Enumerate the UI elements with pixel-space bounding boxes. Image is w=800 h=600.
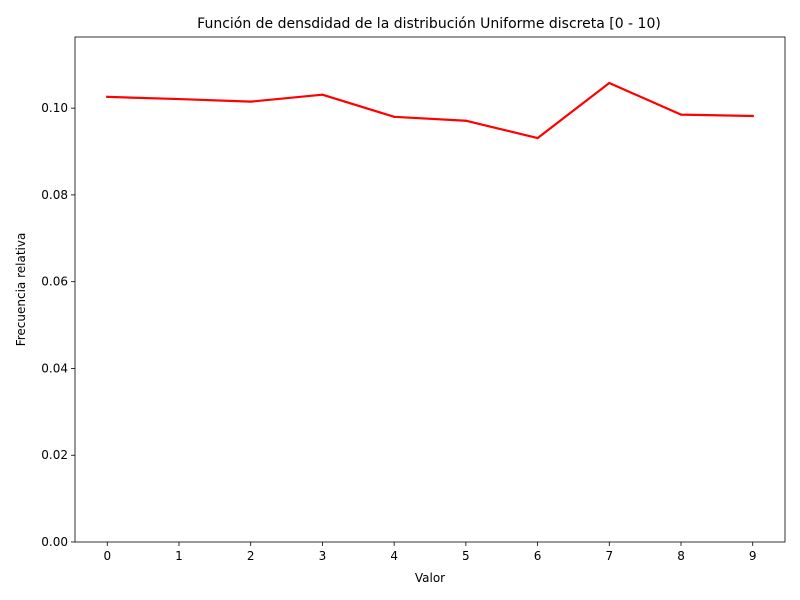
x-tick-label: 1 — [175, 549, 183, 563]
x-axis: 0 1 2 3 4 5 6 7 8 9 — [103, 542, 757, 563]
x-tick-label: 9 — [749, 549, 757, 563]
data-point — [249, 100, 252, 103]
y-tick-label: 0.10 — [41, 101, 68, 115]
data-point — [177, 97, 181, 101]
series-layer — [106, 81, 754, 140]
data-point — [393, 115, 396, 118]
data-point — [106, 95, 109, 98]
y-tick-label: 0.02 — [41, 448, 68, 462]
plot-area — [74, 36, 786, 543]
series-line — [106, 81, 754, 140]
y-tick-label: 0.04 — [41, 361, 68, 375]
data-point — [679, 113, 683, 116]
x-axis-label: Valor — [415, 571, 445, 585]
x-tick-label: 8 — [677, 549, 685, 563]
data-point — [321, 93, 324, 96]
x-tick-label: 4 — [390, 549, 398, 563]
y-tick-label: 0.08 — [41, 188, 68, 202]
x-tick-label: 2 — [247, 549, 255, 563]
x-tick-label: 0 — [103, 549, 111, 563]
x-tick-label: 7 — [605, 549, 613, 563]
y-axis-label: Frecuencia relativa — [14, 233, 28, 347]
x-tick-label: 5 — [462, 549, 470, 563]
x-tick-label: 3 — [319, 549, 327, 563]
chart-title: Función de densdidad de la distribución … — [197, 16, 661, 32]
y-tick-label: 0.06 — [41, 275, 68, 289]
x-tick-label: 6 — [534, 549, 542, 563]
y-axis: 0.00 0.02 0.04 0.06 0.08 0.10 — [41, 101, 75, 549]
data-point — [608, 81, 611, 85]
data-point — [536, 136, 539, 140]
data-point — [464, 119, 467, 122]
data-point — [751, 114, 754, 118]
y-tick-label: 0.00 — [41, 535, 68, 549]
